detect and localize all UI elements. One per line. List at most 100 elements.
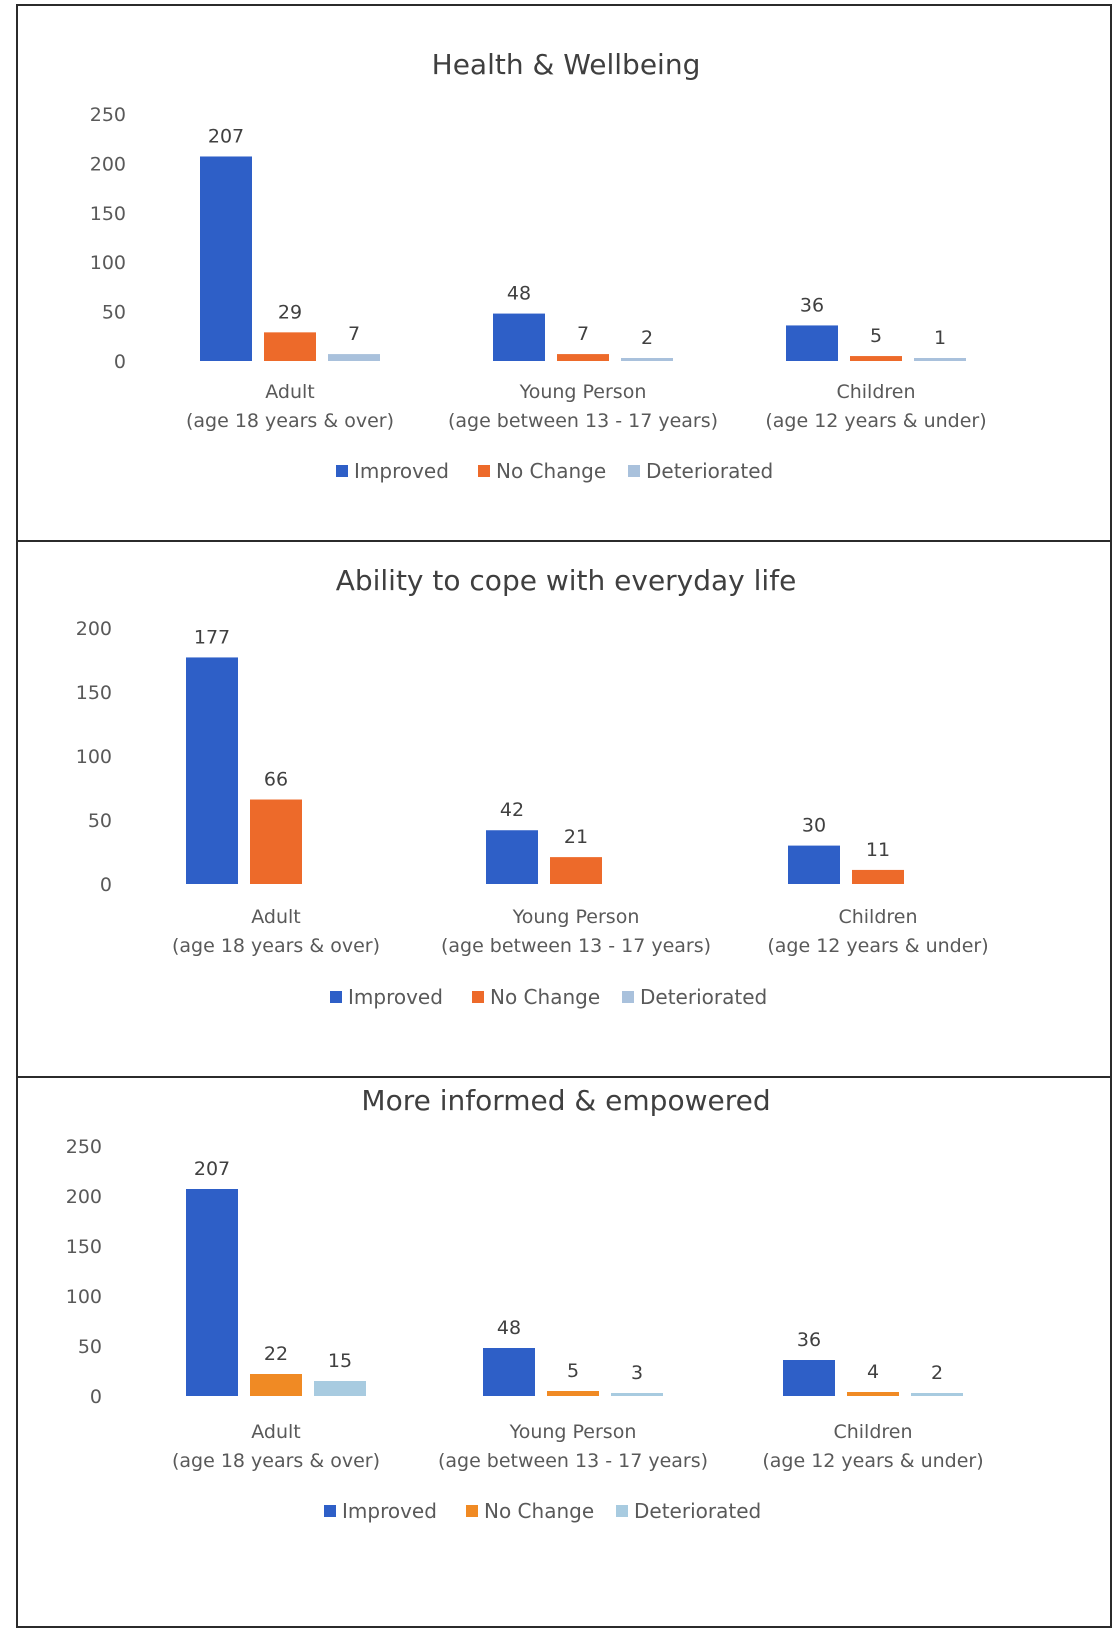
- bar-no-change-children: [852, 869, 904, 884]
- category-label: Adult: [251, 1421, 301, 1443]
- data-label: 3: [631, 1362, 643, 1384]
- bar-no-change-young-person: [547, 1391, 599, 1396]
- chart-svg: More informed & empowered 250 200 150 100 50 0…: [66, 1084, 984, 1523]
- y-tick-label: 0: [90, 1386, 102, 1408]
- y-tick-label: 200: [90, 153, 126, 175]
- legend-label-no-change: No Change: [496, 459, 606, 483]
- category-sublabel: (age 18 years & over): [172, 1450, 380, 1472]
- legend-label-deteriorated: Deteriorated: [640, 985, 767, 1009]
- data-label: 22: [264, 1343, 288, 1365]
- category-label: Children: [836, 381, 915, 403]
- y-tick-label: 100: [76, 746, 112, 768]
- data-label: 7: [348, 323, 360, 345]
- category-label: Children: [833, 1421, 912, 1443]
- bar-deteriorated-adult: [314, 1381, 366, 1396]
- category-label: Adult: [265, 381, 315, 403]
- legend-label-deteriorated: Deteriorated: [634, 1499, 761, 1523]
- bar-deteriorated-children: [911, 1393, 963, 1396]
- category-sublabel: (age between 13 - 17 years): [438, 1450, 708, 1472]
- data-label: 29: [278, 301, 302, 323]
- data-label: 15: [328, 1350, 352, 1372]
- y-tick-label: 0: [100, 874, 112, 896]
- bar-no-change-young-person: [550, 857, 602, 884]
- bar-no-change-adult: [250, 1374, 302, 1396]
- y-tick-label: 250: [66, 1136, 102, 1158]
- chart-title: Health & Wellbeing: [432, 48, 701, 81]
- category-label: Young Person: [512, 906, 640, 928]
- data-label: 177: [194, 626, 230, 648]
- legend-swatch-improved: [324, 1505, 336, 1517]
- bar-no-change-adult: [250, 799, 302, 884]
- legend-swatch-no-change: [478, 465, 490, 477]
- chart-panel-health-wellbeing: Health & Wellbeing 250 200 150 100 50 0 207 29 7 A…: [16, 4, 1112, 544]
- data-label: 207: [208, 125, 244, 147]
- data-label: 66: [264, 769, 288, 791]
- data-label: 5: [567, 1360, 579, 1382]
- legend-swatch-deteriorated: [616, 1505, 628, 1517]
- chart-svg: Ability to cope with everyday life 200 150…: [76, 564, 989, 1009]
- category-label: Young Person: [519, 381, 647, 403]
- data-label: 48: [497, 1317, 521, 1339]
- bar-no-change-children: [850, 356, 902, 361]
- y-tick-label: 100: [66, 1286, 102, 1308]
- data-label: 4: [867, 1361, 879, 1383]
- data-label: 1: [934, 327, 946, 349]
- legend-label-deteriorated: Deteriorated: [646, 459, 773, 483]
- bar-improved-adult: [200, 156, 252, 361]
- category-sublabel: (age between 13 - 17 years): [448, 410, 718, 432]
- data-label: 30: [802, 815, 826, 837]
- chart-title: More informed & empowered: [361, 1084, 770, 1117]
- data-label: 36: [800, 294, 824, 316]
- bar-deteriorated-young-person: [621, 358, 673, 361]
- data-label: 207: [194, 1158, 230, 1180]
- y-tick-label: 150: [90, 203, 126, 225]
- legend-swatch-improved: [330, 991, 342, 1003]
- y-tick-label: 0: [114, 351, 126, 373]
- data-label: 7: [577, 323, 589, 345]
- bar-improved-young-person: [493, 313, 545, 361]
- chart-title: Ability to cope with everyday life: [336, 564, 797, 597]
- bar-improved-young-person: [483, 1348, 535, 1396]
- data-label: 11: [866, 839, 890, 861]
- data-label: 2: [931, 1362, 943, 1384]
- bar-improved-young-person: [486, 830, 538, 884]
- bar-deteriorated-young-person: [611, 1393, 663, 1396]
- bar-improved-children: [786, 325, 838, 361]
- chart-panel-informed-empowered: More informed & empowered 250 200 150 100 50 0…: [16, 1076, 1112, 1628]
- legend-label-no-change: No Change: [484, 1499, 594, 1523]
- bar-improved-adult: [186, 657, 238, 884]
- bar-improved-adult: [186, 1189, 238, 1396]
- data-label: 2: [641, 327, 653, 349]
- data-label: 42: [500, 799, 524, 821]
- legend-label-improved: Improved: [342, 1499, 437, 1523]
- y-tick-label: 100: [90, 252, 126, 274]
- legend-swatch-deteriorated: [628, 465, 640, 477]
- legend-label-improved: Improved: [354, 459, 449, 483]
- bar-deteriorated-children: [914, 358, 966, 361]
- legend-swatch-improved: [336, 465, 348, 477]
- bar-improved-children: [783, 1360, 835, 1396]
- category-sublabel: (age 12 years & under): [765, 410, 986, 432]
- data-label: 5: [870, 325, 882, 347]
- category-sublabel: (age 12 years & under): [762, 1450, 983, 1472]
- bar-improved-children: [788, 845, 840, 884]
- legend-swatch-no-change: [472, 991, 484, 1003]
- category-sublabel: (age 12 years & under): [767, 935, 988, 957]
- legend-label-no-change: No Change: [490, 985, 600, 1009]
- y-tick-label: 250: [90, 104, 126, 126]
- chart-svg: Health & Wellbeing 250 200 150 100 50 0 207 29 7 A…: [90, 48, 987, 483]
- bar-no-change-children: [847, 1392, 899, 1396]
- category-sublabel: (age 18 years & over): [186, 410, 394, 432]
- y-tick-label: 150: [66, 1236, 102, 1258]
- bar-no-change-adult: [264, 332, 316, 361]
- y-tick-label: 200: [76, 618, 112, 640]
- y-tick-label: 150: [76, 682, 112, 704]
- data-label: 48: [507, 283, 531, 305]
- category-sublabel: (age between 13 - 17 years): [441, 935, 711, 957]
- category-sublabel: (age 18 years & over): [172, 935, 380, 957]
- bar-no-change-young-person: [557, 354, 609, 361]
- y-tick-label: 50: [88, 810, 112, 832]
- legend-swatch-deteriorated: [622, 991, 634, 1003]
- category-label: Children: [838, 906, 917, 928]
- y-tick-label: 50: [102, 302, 126, 324]
